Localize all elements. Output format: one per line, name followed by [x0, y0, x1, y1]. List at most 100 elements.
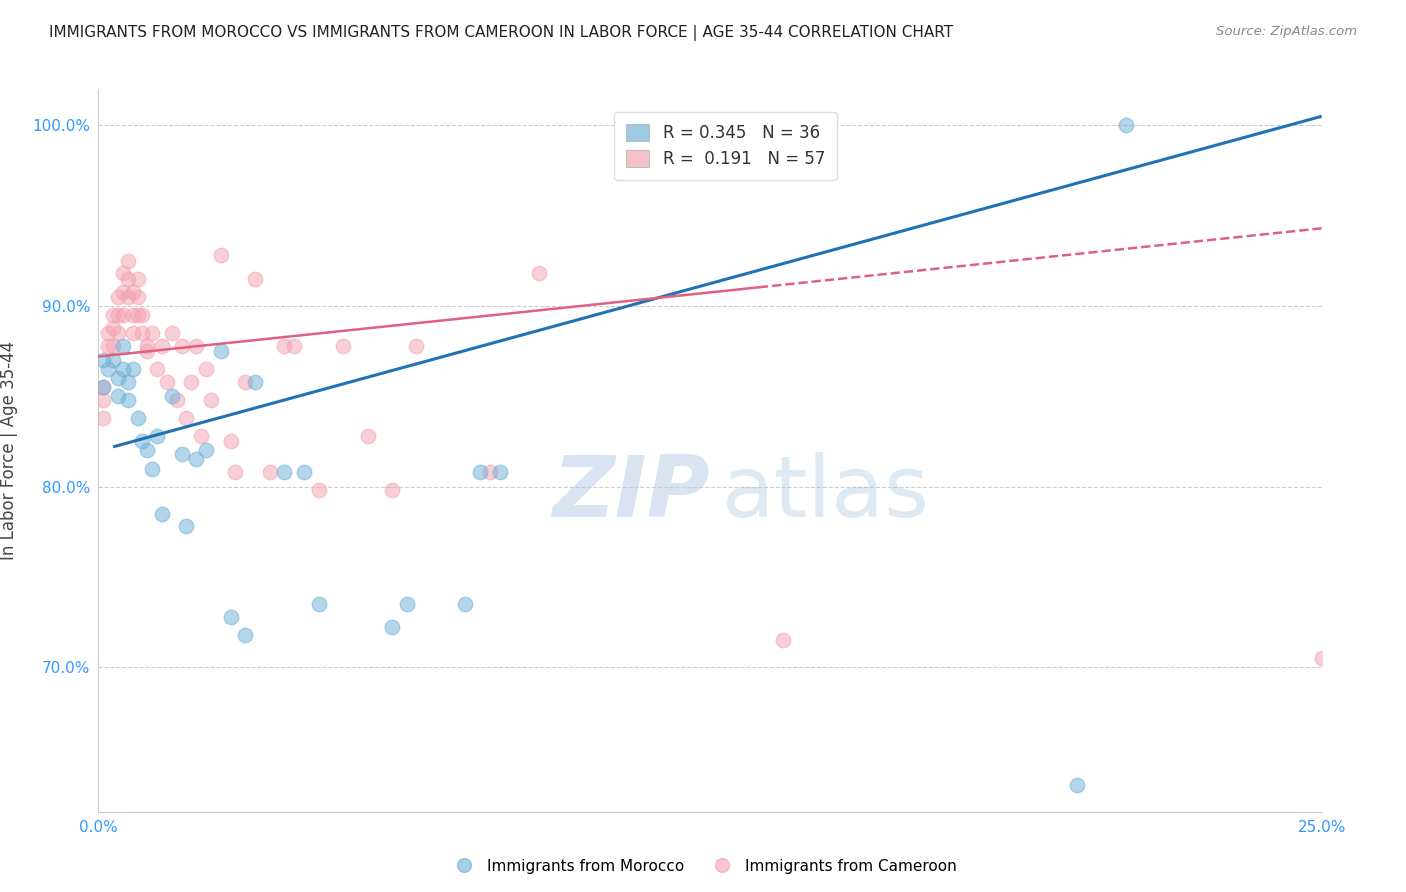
Point: [176, 411, 198, 425]
Point: [292, 465, 315, 479]
Point: [468, 465, 491, 479]
Point: [91, 392, 114, 407]
Text: ZIP: ZIP: [553, 452, 710, 535]
Point: [127, 290, 149, 304]
Point: [1115, 119, 1137, 133]
Point: [97, 326, 120, 340]
Point: [141, 461, 163, 475]
Point: [527, 267, 550, 281]
Point: [488, 465, 510, 479]
Point: [219, 434, 242, 449]
Point: [131, 308, 153, 322]
Legend: R = 0.345   N = 36, R =  0.191   N = 57: R = 0.345 N = 36, R = 0.191 N = 57: [614, 112, 837, 180]
Point: [772, 633, 794, 648]
Point: [107, 308, 129, 322]
Point: [111, 308, 134, 322]
Point: [170, 339, 193, 353]
Point: [107, 326, 129, 340]
Point: [136, 339, 159, 353]
Y-axis label: In Labor Force | Age 35-44: In Labor Force | Age 35-44: [0, 341, 18, 560]
Point: [233, 628, 256, 642]
Point: [107, 290, 129, 304]
Point: [224, 465, 246, 479]
Point: [117, 272, 139, 286]
Point: [127, 272, 149, 286]
Point: [111, 362, 134, 376]
Point: [117, 290, 139, 304]
Point: [186, 452, 208, 467]
Point: [91, 380, 114, 394]
Point: [127, 308, 149, 322]
Point: [101, 339, 124, 353]
Point: [117, 253, 139, 268]
Point: [131, 326, 153, 340]
Point: [243, 375, 266, 389]
Point: [150, 339, 173, 353]
Point: [176, 519, 198, 533]
Point: [308, 483, 330, 498]
Point: [121, 362, 143, 376]
Point: [405, 339, 427, 353]
Point: [160, 326, 183, 340]
Point: [190, 429, 212, 443]
Point: [146, 429, 169, 443]
Point: [97, 339, 120, 353]
Point: [150, 507, 173, 521]
Point: [97, 362, 120, 376]
Point: [381, 483, 404, 498]
Point: [233, 375, 256, 389]
Point: [259, 465, 281, 479]
Point: [209, 248, 232, 262]
Point: [107, 371, 129, 385]
Point: [308, 597, 330, 611]
Point: [195, 362, 218, 376]
Point: [121, 285, 143, 299]
Point: [121, 326, 143, 340]
Point: [111, 339, 134, 353]
Text: IMMIGRANTS FROM MOROCCO VS IMMIGRANTS FROM CAMEROON IN LABOR FORCE | AGE 35-44 C: IMMIGRANTS FROM MOROCCO VS IMMIGRANTS FR…: [49, 25, 953, 41]
Point: [121, 308, 143, 322]
Point: [131, 434, 153, 449]
Point: [111, 267, 134, 281]
Point: [91, 380, 114, 394]
Point: [195, 443, 218, 458]
Point: [273, 465, 295, 479]
Point: [219, 609, 242, 624]
Point: [273, 339, 295, 353]
Point: [107, 389, 129, 403]
Point: [454, 597, 477, 611]
Point: [101, 353, 124, 368]
Point: [180, 375, 202, 389]
Point: [186, 339, 208, 353]
Legend: Immigrants from Morocco, Immigrants from Cameroon: Immigrants from Morocco, Immigrants from…: [443, 853, 963, 880]
Point: [160, 389, 183, 403]
Text: atlas: atlas: [723, 452, 931, 535]
Point: [1310, 651, 1333, 665]
Point: [117, 375, 139, 389]
Point: [209, 344, 232, 359]
Point: [136, 344, 159, 359]
Point: [156, 375, 179, 389]
Point: [395, 597, 418, 611]
Text: Source: ZipAtlas.com: Source: ZipAtlas.com: [1216, 25, 1357, 38]
Point: [141, 326, 163, 340]
Point: [101, 308, 124, 322]
Point: [170, 447, 193, 461]
Point: [136, 443, 159, 458]
Point: [332, 339, 354, 353]
Point: [91, 353, 114, 368]
Point: [243, 272, 266, 286]
Point: [478, 465, 501, 479]
Point: [200, 392, 222, 407]
Point: [91, 411, 114, 425]
Point: [101, 320, 124, 334]
Point: [111, 285, 134, 299]
Point: [117, 392, 139, 407]
Point: [146, 362, 169, 376]
Point: [166, 392, 188, 407]
Point: [127, 411, 149, 425]
Point: [283, 339, 305, 353]
Point: [381, 620, 404, 634]
Point: [1066, 778, 1088, 792]
Point: [356, 429, 378, 443]
